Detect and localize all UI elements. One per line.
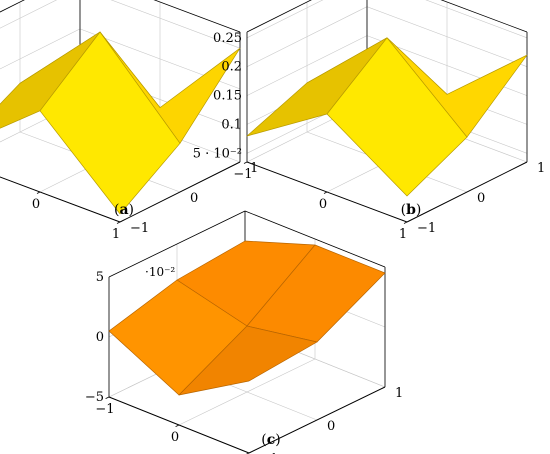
y-tick-label: 1 bbox=[395, 386, 403, 401]
y-tick-label: 1 bbox=[537, 161, 545, 176]
box-edge bbox=[246, 0, 312, 33]
x-tick-mark bbox=[36, 191, 41, 194]
x-tick-label: 1 bbox=[112, 227, 120, 242]
z-tick-label: 0.2 bbox=[221, 60, 242, 75]
y-axis-line bbox=[248, 386, 386, 454]
wall-grid-line bbox=[366, 6, 528, 67]
y-tick-label: −1 bbox=[130, 221, 149, 236]
x-tick-label: −1 bbox=[233, 167, 252, 182]
x-tick-mark bbox=[323, 191, 328, 194]
x-tick-mark bbox=[243, 161, 248, 164]
surface-plot-c: −1 0 1 −1 0 1 −5 0 5 ·10⁻² (c) bbox=[85, 210, 403, 454]
wall-grid-line bbox=[110, 0, 241, 49]
wall-grid-line bbox=[0, 0, 58, 29]
x-tick-mark bbox=[116, 221, 121, 224]
surface-patch bbox=[178, 325, 318, 396]
caption: (a) bbox=[114, 202, 134, 218]
z-tick-label: 5 · 10⁻² bbox=[193, 146, 242, 161]
z-axis-multiplier: ·10⁻² bbox=[145, 265, 175, 279]
box-edge bbox=[244, 210, 386, 268]
y-axis-line bbox=[406, 161, 528, 223]
surface bbox=[0, 31, 241, 215]
caption: (b) bbox=[401, 202, 422, 218]
y-tick-label: 0 bbox=[190, 191, 198, 206]
surface bbox=[108, 240, 386, 396]
x-tick-label: 0 bbox=[319, 197, 327, 212]
x-tick-mark bbox=[105, 396, 110, 399]
surface-patch bbox=[39, 31, 181, 215]
y-tick-label: −1 bbox=[259, 452, 278, 454]
z-tick-label: 0.25 bbox=[213, 31, 242, 46]
y-tick-label: −1 bbox=[417, 221, 436, 236]
x-tick-mark bbox=[175, 424, 180, 427]
x-tick-label: −1 bbox=[95, 402, 114, 417]
surface-plot-a: −101−1010.10.150.2 (a) bbox=[0, 0, 258, 242]
tick-labels: −101−1010.10.150.2 bbox=[32, 161, 258, 242]
wall-grid-line bbox=[246, 35, 368, 96]
y-tick-label: 1 bbox=[250, 161, 258, 176]
surface-patch bbox=[326, 37, 468, 197]
z-tick-label: 0.15 bbox=[213, 89, 242, 104]
z-tick-label: 0 bbox=[96, 330, 104, 345]
y-tick-label: 0 bbox=[477, 191, 485, 206]
wall-grid-line bbox=[0, 28, 81, 70]
box-edge bbox=[0, 0, 25, 13]
y-axis-line bbox=[119, 161, 241, 223]
x-tick-label: 1 bbox=[399, 227, 407, 242]
y-tick-label: 0 bbox=[327, 419, 335, 434]
x-tick-mark bbox=[403, 221, 408, 224]
box-edge bbox=[440, 0, 528, 33]
x-tick-label: 0 bbox=[171, 430, 179, 445]
caption: (c) bbox=[261, 432, 280, 448]
wall-grid-line bbox=[425, 0, 528, 39]
z-tick-label: −5 bbox=[85, 390, 104, 405]
wall-grid-line bbox=[246, 0, 324, 39]
wall-grid-line bbox=[246, 6, 368, 67]
box-edge bbox=[153, 0, 241, 33]
z-tick-label: 0.1 bbox=[221, 117, 242, 132]
x-tick-label: 0 bbox=[32, 197, 40, 212]
box-edge bbox=[108, 210, 246, 278]
surface bbox=[246, 37, 528, 197]
z-tick-label: 5 bbox=[96, 270, 104, 285]
